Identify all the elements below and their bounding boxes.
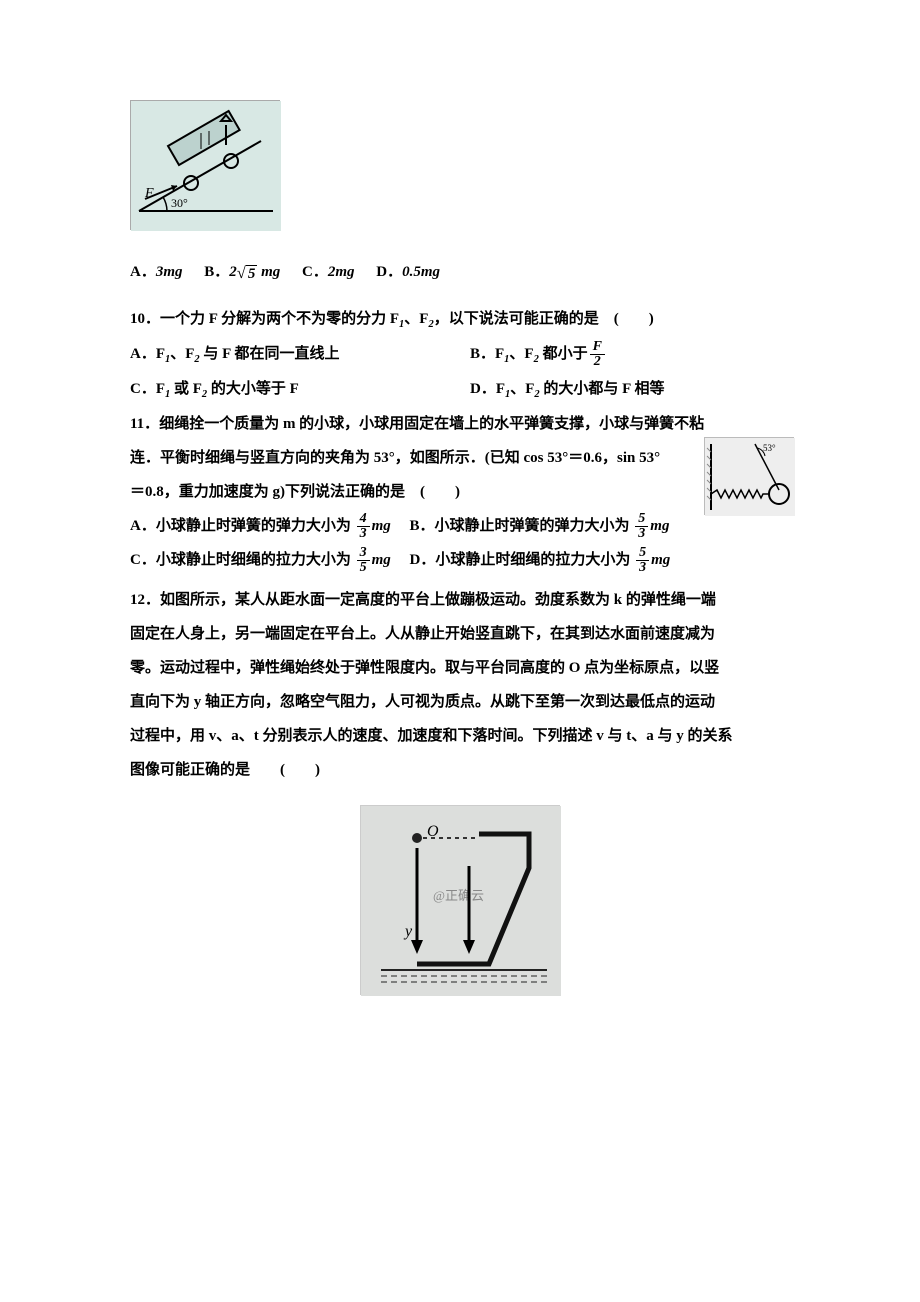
q11-stem-c: ＝0.8，重力加速度为 g)下列说法正确的是 ( ) (130, 477, 790, 507)
q12-para6: 图像可能正确的是 ( ) (130, 755, 790, 785)
q12-para1: 12．如图所示，某人从距水面一定高度的平台上做蹦极运动。劲度系数为 k 的弹性绳… (130, 585, 790, 615)
angle-label: 30° (171, 196, 188, 210)
q10-options-row2: C．F1 或 F2 的大小等于 F D．F1、F2 的大小都与 F 相等 (130, 374, 790, 405)
q11-angle-label: 53° (763, 443, 776, 453)
q10-option-d: D．F1、F2 的大小都与 F 相等 (470, 374, 790, 405)
q9-option-a: A．3mg (130, 264, 183, 280)
q11-option-a: A．小球静止时弹簧的弹力大小为 43mg (130, 518, 391, 534)
q11-options-row2: C．小球静止时细绳的拉力大小为 35mg D．小球静止时细绳的拉力大小为 53m… (130, 545, 790, 575)
q11-option-d: D．小球静止时细绳的拉力大小为 53mg (410, 552, 671, 568)
q9-option-d: D．0.5mg (376, 264, 440, 280)
q12-para2: 固定在人身上，另一端固定在平台上。人从静止开始竖直跳下，在其到达水面前速度减为 (130, 619, 790, 649)
q12-watermark: @正确云 (433, 888, 484, 903)
q12-para4: 直向下为 y 轴正方向，忽略空气阻力，人可视为质点。从跳下至第一次到达最低点的运… (130, 687, 790, 717)
q9-figure: F 30° (130, 100, 280, 230)
q10-stem: 10．一个力 F 分解为两个不为零的分力 F1、F2，以下说法可能正确的是 ( … (130, 304, 790, 335)
q10-options-row1: A．F1、F2 与 F 都在同一直线上 B．F1、F2 都小于F2 (130, 339, 790, 370)
q11-stem-b: 连．平衡时细绳与竖直方向的夹角为 53°，如图所示．(已知 cos 53°＝0.… (130, 443, 790, 473)
q11-stem-a: 11．细绳拴一个质量为 m 的小球，小球用固定在墙上的水平弹簧支撑，小球与弹簧不… (130, 409, 790, 439)
q10-option-b: B．F1、F2 都小于F2 (470, 339, 790, 370)
bungee-diagram-icon: O @正确云 y (361, 806, 561, 996)
q10-option-c: C．F1 或 F2 的大小等于 F (130, 374, 470, 405)
incline-diagram-icon: F 30° (131, 101, 281, 231)
q9-options: A．3mg B．2√5 mg C．2mg D．0.5mg (130, 258, 790, 288)
q12-figure: O @正确云 y (360, 805, 560, 995)
q11-figure: 53° (704, 437, 794, 515)
q12-para3: 零。运动过程中，弹性绳始终处于弹性限度内。取与平台同高度的 O 点为坐标原点，以… (130, 653, 790, 683)
spring-ball-diagram-icon: 53° (705, 438, 795, 516)
q9-option-b: B．2√5 mg (204, 264, 280, 280)
q12-para5: 过程中，用 v、a、t 分别表示人的速度、加速度和下落时间。下列描述 v 与 t… (130, 721, 790, 751)
q11-option-c: C．小球静止时细绳的拉力大小为 35mg (130, 552, 391, 568)
q11-option-b: B．小球静止时弹簧的弹力大小为 53mg (410, 518, 670, 534)
q9-option-c: C．2mg (302, 264, 355, 280)
q12-axis-label: y (403, 923, 413, 940)
q10-option-a: A．F1、F2 与 F 都在同一直线上 (130, 339, 470, 370)
q11-options-row1: A．小球静止时弹簧的弹力大小为 43mg B．小球静止时弹簧的弹力大小为 53m… (130, 511, 790, 541)
